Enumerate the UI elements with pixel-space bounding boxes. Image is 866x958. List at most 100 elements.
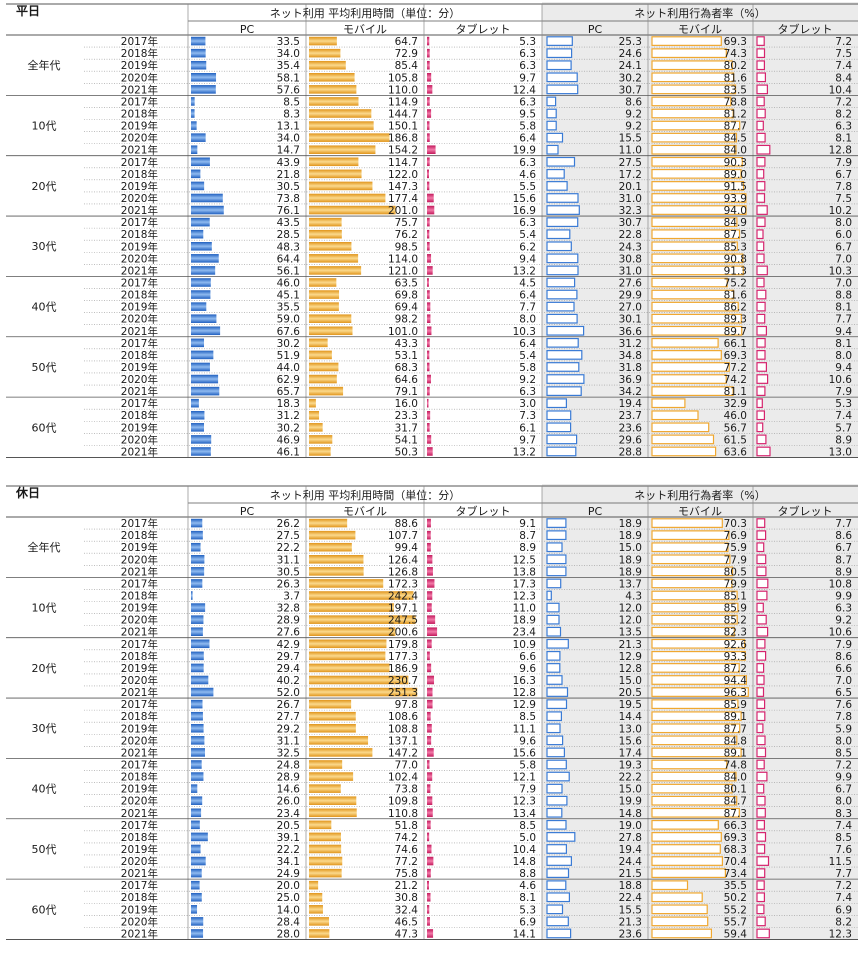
rate-bar	[651, 253, 744, 264]
value-label: 29.9	[619, 290, 642, 302]
rate-bar	[651, 699, 739, 710]
rate-bar	[651, 663, 740, 673]
time-bar	[309, 362, 339, 372]
value-label: 200.6	[388, 627, 418, 639]
rate-bar	[546, 675, 563, 685]
value-label: 8.7	[835, 554, 852, 566]
value-label: 7.5	[835, 193, 852, 205]
rate-bar	[756, 72, 766, 83]
value-label: 79.1	[395, 386, 418, 398]
value-label: 7.0	[835, 675, 852, 687]
rate-bar	[546, 795, 568, 806]
time-bar	[191, 386, 220, 396]
value-label: 23.4	[277, 808, 301, 820]
rate-bar	[756, 386, 766, 396]
value-label: 31.0	[619, 265, 642, 277]
time-bar	[191, 350, 214, 360]
rate-bar	[546, 217, 579, 228]
rate-bar	[756, 36, 765, 46]
value-label: 30.7	[619, 84, 642, 96]
year-label: 2019年	[121, 421, 158, 434]
value-label: 12.3	[513, 590, 536, 602]
column-header: タブレット	[778, 22, 833, 36]
column-header: PC	[588, 505, 603, 518]
time-bar	[191, 290, 211, 299]
time-bar	[427, 663, 432, 673]
value-label: 6.4	[519, 338, 536, 350]
year-label: 2017年	[121, 819, 158, 832]
value-label: 8.8	[835, 290, 852, 302]
time-bar	[309, 338, 328, 348]
value-label: 17.3	[513, 578, 536, 590]
time-bar	[309, 567, 364, 576]
value-label: 89.1	[724, 711, 747, 723]
value-label: 26.2	[277, 518, 300, 530]
time-bar	[191, 808, 202, 818]
year-label: 2017年	[121, 577, 158, 590]
rate-bar	[546, 868, 570, 879]
value-label: 12.8	[513, 687, 536, 699]
age-group-label: 30代	[32, 240, 57, 253]
time-bar	[427, 398, 429, 408]
value-label: 20.0	[277, 880, 300, 892]
column-header: モバイル	[678, 23, 722, 36]
time-bar	[309, 917, 330, 926]
value-label: 108.6	[388, 711, 418, 723]
value-label: 24.1	[619, 60, 642, 72]
value-label: 70.4	[724, 856, 748, 868]
value-label: 69.4	[395, 302, 419, 314]
time-bar	[191, 181, 205, 191]
value-label: 4.6	[519, 880, 536, 892]
value-label: 36.9	[619, 374, 642, 386]
value-label: 87.7	[724, 121, 747, 133]
rate-bar	[756, 554, 767, 565]
value-label: 27.6	[619, 277, 643, 289]
time-bar	[309, 542, 352, 552]
value-label: 7.7	[835, 868, 852, 880]
rate-bar	[756, 880, 765, 891]
value-label: 79.9	[724, 578, 747, 590]
time-bar	[191, 892, 202, 902]
time-bar	[309, 808, 357, 818]
time-bar	[191, 121, 197, 130]
value-label: 13.0	[619, 723, 642, 735]
time-bar	[427, 205, 435, 215]
rate-bar	[651, 168, 742, 179]
value-label: 32.5	[277, 747, 300, 759]
rate-bar	[756, 650, 767, 661]
rate-bar	[651, 856, 724, 866]
time-bar	[427, 241, 430, 251]
time-bar	[309, 326, 353, 336]
value-label: 53.1	[395, 350, 418, 362]
rate-bar	[546, 60, 572, 71]
value-label: 177.4	[388, 193, 418, 205]
value-label: 85.3	[724, 241, 747, 253]
year-label: 2018年	[121, 168, 158, 181]
time-bar	[309, 711, 356, 721]
value-label: 16.0	[395, 398, 418, 410]
value-label: 31.1	[277, 554, 300, 566]
time-bar	[191, 85, 216, 94]
value-label: 9.4	[519, 253, 536, 265]
rate-bar	[651, 313, 742, 324]
time-bar	[309, 844, 342, 854]
rate-bar	[651, 650, 746, 661]
time-bar	[191, 314, 217, 323]
time-bar	[427, 736, 432, 745]
year-label: 2017年	[121, 638, 158, 651]
rate-bar	[546, 422, 572, 433]
time-bar	[191, 145, 198, 154]
value-label: 27.6	[277, 627, 301, 639]
header-time-label: ネット利用 平均利用時間（単位：分）	[270, 488, 461, 502]
rate-bar	[756, 759, 765, 770]
value-label: 7.4	[835, 892, 852, 904]
rate-bar	[756, 205, 768, 215]
rate-bar	[546, 181, 568, 191]
age-group-label: 50代	[32, 843, 57, 856]
time-bar	[309, 796, 357, 805]
rate-bar	[651, 542, 729, 553]
value-label: 8.1	[835, 133, 852, 145]
time-bar	[309, 169, 362, 179]
value-label: 172.3	[388, 578, 418, 590]
value-label: 6.6	[835, 663, 852, 675]
